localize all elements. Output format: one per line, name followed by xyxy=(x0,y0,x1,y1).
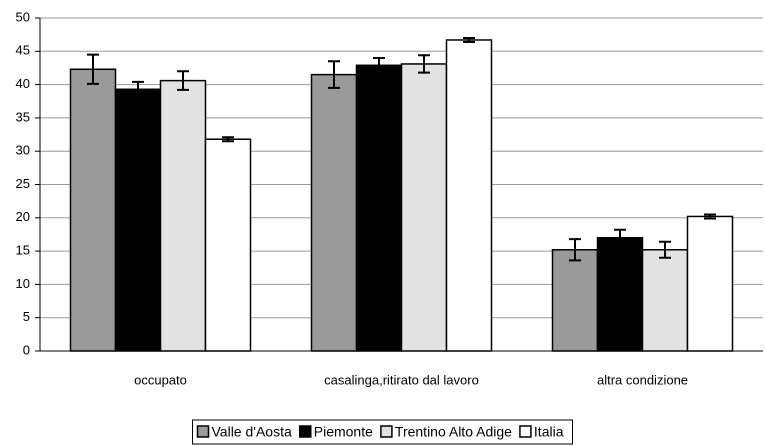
legend: Valle d'Aosta Piemonte Trentino Alto Adige… xyxy=(192,419,573,445)
legend-label: Trentino Alto Adige xyxy=(395,424,512,440)
y-tick-label: 45 xyxy=(16,43,30,58)
y-tick-label: 30 xyxy=(16,143,30,158)
error-bar xyxy=(177,70,189,91)
y-tick-label: 50 xyxy=(16,9,30,24)
error-bar xyxy=(569,238,581,262)
error-bar xyxy=(132,80,144,98)
bar xyxy=(355,64,403,352)
y-tick-label: 25 xyxy=(16,176,30,191)
x-tick-label: casalinga,ritirato dal lavoro xyxy=(324,372,479,387)
bar xyxy=(551,249,599,352)
bar xyxy=(310,73,358,352)
legend-swatch xyxy=(299,425,312,438)
bar xyxy=(686,215,734,352)
y-tick-label: 10 xyxy=(16,276,30,291)
error-bar xyxy=(373,56,385,74)
y-tick-label: 15 xyxy=(16,243,30,258)
error-bar xyxy=(222,136,234,143)
y-tick-label: 20 xyxy=(16,209,30,224)
error-bar xyxy=(463,36,475,43)
error-bar xyxy=(704,213,716,220)
legend-swatch xyxy=(196,425,210,438)
bar xyxy=(204,138,252,352)
legend-label: Valle d'Aosta xyxy=(212,424,292,440)
legend-label: Italia xyxy=(534,424,564,440)
error-bar xyxy=(659,240,671,259)
error-bar xyxy=(614,228,626,247)
legend-label: Piemonte xyxy=(314,424,373,440)
bar xyxy=(445,39,493,352)
error-bar xyxy=(87,53,99,85)
x-tick-label: altra condizione xyxy=(597,372,688,387)
bar xyxy=(69,68,117,352)
bar xyxy=(114,88,162,352)
legend-swatch xyxy=(380,425,393,438)
y-tick-label: 35 xyxy=(16,109,30,124)
y-tick-label: 5 xyxy=(23,309,30,324)
bar xyxy=(641,249,689,352)
bar xyxy=(159,79,207,352)
legend-swatch xyxy=(519,425,532,438)
bar xyxy=(400,63,448,352)
y-tick-label: 0 xyxy=(23,342,30,357)
y-tick-label: 40 xyxy=(16,76,30,91)
x-tick-label: occupato xyxy=(134,372,187,387)
error-bar xyxy=(418,54,430,74)
error-bar xyxy=(328,60,340,89)
bar xyxy=(596,237,644,352)
